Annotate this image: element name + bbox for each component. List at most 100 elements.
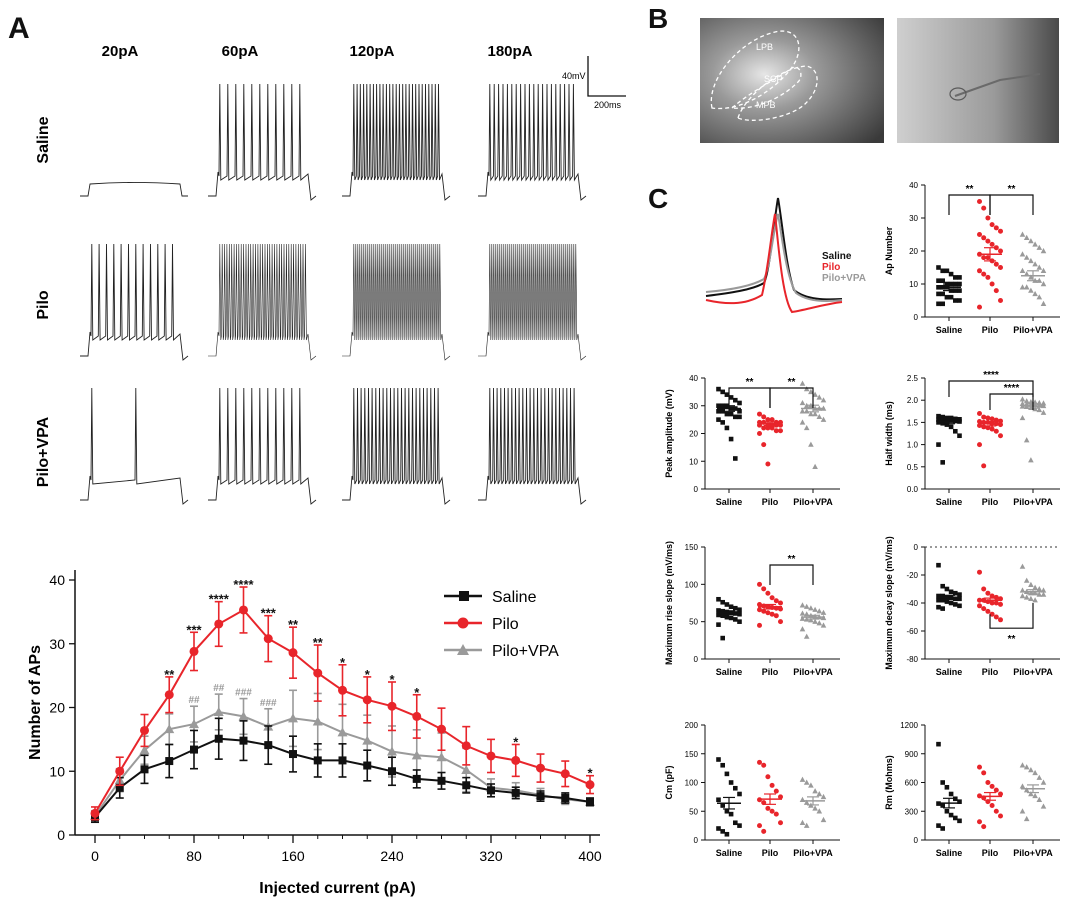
data-point <box>312 716 323 726</box>
y-tick-label: 100 <box>685 779 699 788</box>
data-point <box>977 411 982 417</box>
data-point <box>993 808 999 814</box>
data-point <box>820 793 827 800</box>
ap-waveform-overlay: Saline Pilo Pilo+VPA <box>705 197 866 314</box>
data-point <box>1023 401 1030 407</box>
data-point <box>998 298 1003 303</box>
significance-marker: ### <box>260 698 277 709</box>
data-point <box>953 796 958 802</box>
panel-letter-c: C <box>648 183 668 214</box>
data-point <box>977 232 982 237</box>
data-point <box>1019 414 1026 421</box>
data-point <box>765 425 771 431</box>
data-point <box>816 808 823 814</box>
data-point <box>981 586 987 592</box>
voltage-trace <box>342 83 451 201</box>
data-point <box>769 808 775 814</box>
data-point <box>1040 409 1047 415</box>
y-tick-label: -20 <box>906 571 918 580</box>
voltage-trace <box>478 83 587 201</box>
data-point <box>816 394 823 400</box>
data-point <box>998 418 1003 424</box>
data-point <box>1019 400 1026 406</box>
y-axis-label: Cm (pF) <box>664 766 674 800</box>
data-point <box>1028 398 1034 405</box>
x-tick-label: 240 <box>380 848 404 864</box>
data-point <box>940 278 945 283</box>
data-point <box>940 420 945 426</box>
data-point <box>799 610 806 616</box>
legend-marker <box>459 591 469 601</box>
voltage-trace <box>478 243 587 361</box>
data-point <box>953 275 958 280</box>
voltage-trace <box>342 387 451 505</box>
data-point <box>977 819 982 825</box>
data-point <box>936 265 941 270</box>
scatter-ap_number: 0 10 20 30 40 Saline Pilo Pilo+VPA Ap Number ** ** <box>884 181 1060 335</box>
data-point <box>778 794 783 800</box>
y-tick-label: 20 <box>49 700 65 716</box>
legend-marker <box>457 617 469 629</box>
y-tick-label: 20 <box>689 430 698 439</box>
data-point <box>998 791 1003 797</box>
data-point <box>816 620 823 626</box>
y-tick-label: 0 <box>694 485 699 494</box>
data-point <box>716 797 721 803</box>
scale-voltage: 40mV <box>562 71 586 81</box>
data-point <box>957 275 962 280</box>
category-label: Pilo <box>982 325 999 335</box>
y-tick-label: 10 <box>689 457 698 466</box>
data-point <box>985 238 991 244</box>
data-point <box>981 255 987 261</box>
data-point <box>238 711 249 721</box>
trace-panel: 20pA 60pA 120pA 180pA Saline Pilo Pilo+V… <box>35 43 626 505</box>
data-point <box>993 288 999 294</box>
data-point <box>799 615 806 621</box>
data-point <box>140 725 149 735</box>
data-point <box>239 605 248 615</box>
significance-marker: ** <box>164 667 175 682</box>
data-point <box>720 608 725 614</box>
data-point <box>757 431 762 436</box>
data-point <box>412 711 422 721</box>
data-point <box>820 416 827 422</box>
data-point <box>799 776 806 782</box>
y-tick-label: 100 <box>685 580 699 589</box>
chart-legend: Saline Pilo Pilo+VPA <box>444 589 559 660</box>
data-point <box>993 614 999 620</box>
data-point <box>953 428 958 434</box>
significance-bracket <box>989 393 1034 410</box>
data-point <box>560 769 570 779</box>
y-tick-label: 30 <box>49 636 65 652</box>
significance-bracket <box>989 194 1034 215</box>
data-point <box>778 606 783 612</box>
significance-bracket <box>769 387 814 408</box>
category-label: Saline <box>936 497 963 507</box>
data-point <box>803 386 810 392</box>
data-point <box>1019 231 1026 237</box>
data-point <box>733 397 738 403</box>
data-point <box>164 690 174 700</box>
scatter-max_decay: -80 -60 -40 -20 0 Saline Pilo Pilo+VPA Maximum d… <box>884 536 1060 677</box>
data-point <box>757 823 762 829</box>
data-point <box>993 261 999 267</box>
data-point <box>998 422 1003 428</box>
data-point <box>313 668 323 678</box>
data-point <box>761 762 767 768</box>
voltage-trace <box>80 243 189 361</box>
data-point <box>1028 238 1034 244</box>
y-tick-label: 0 <box>914 313 919 322</box>
data-point <box>936 278 941 283</box>
data-point <box>998 265 1003 270</box>
data-point <box>948 294 954 300</box>
significance-marker: * <box>389 672 395 687</box>
data-point <box>957 281 962 287</box>
data-point <box>1028 581 1034 587</box>
panel-letter-a: A <box>8 12 30 45</box>
data-point <box>773 811 779 817</box>
data-point <box>728 395 734 400</box>
scatter-rm: 0 300 600 900 1200 Saline Pilo Pilo+VPA Rm (Mohm… <box>884 721 1060 858</box>
data-point <box>936 417 941 423</box>
data-point <box>989 241 995 247</box>
